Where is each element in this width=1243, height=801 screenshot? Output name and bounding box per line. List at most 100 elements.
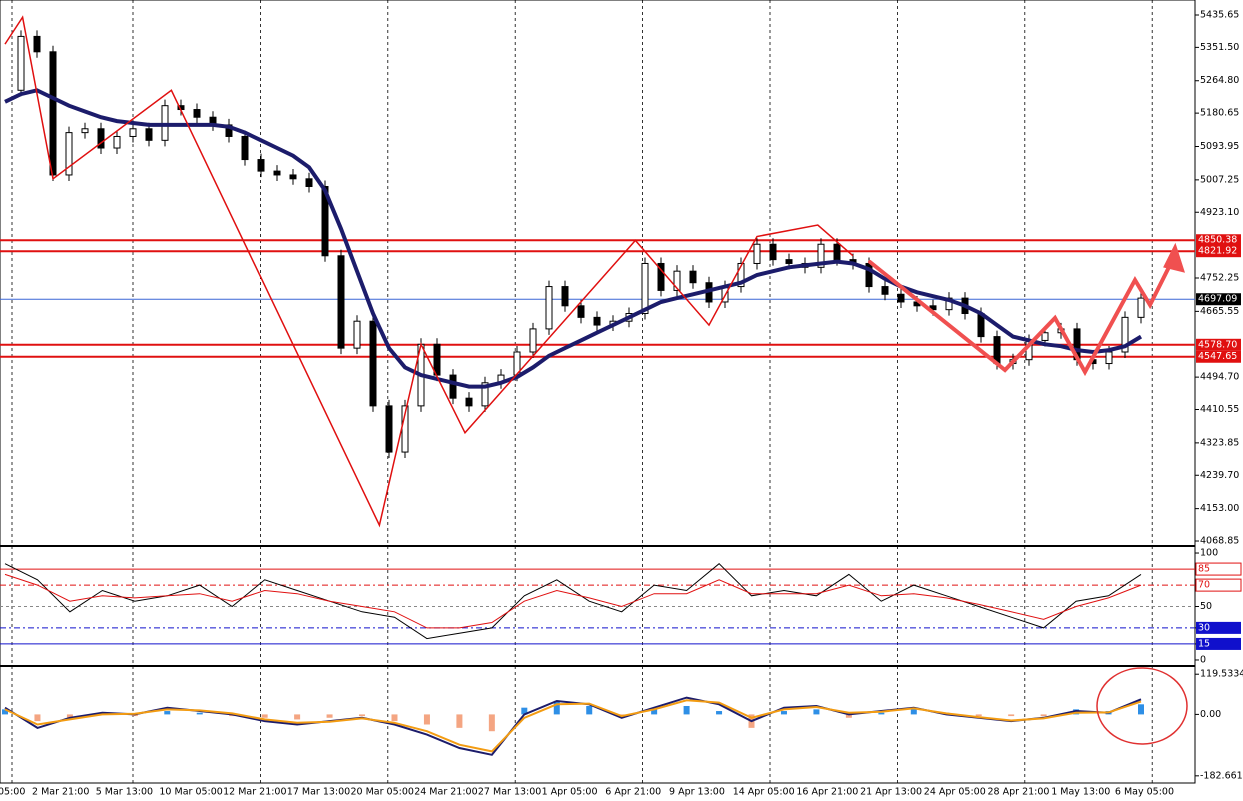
- level-label-box: [1196, 350, 1241, 363]
- x-tick-label: 1 Apr 05:00: [542, 787, 598, 798]
- candle-body: [577, 305, 585, 318]
- y-tick-label: 4494.70: [1200, 372, 1239, 383]
- histogram-bar: [586, 705, 593, 715]
- series-line: [4, 88, 1143, 389]
- candle-body: [657, 262, 665, 291]
- series-line: [4, 699, 1142, 753]
- level-label-box: [1196, 637, 1241, 650]
- level-label: 4850.38: [1198, 235, 1237, 246]
- candle-body: [1041, 332, 1049, 341]
- level-label-box: [1196, 245, 1241, 258]
- level-label: 4697.09: [1198, 294, 1237, 305]
- candle-body: [529, 328, 537, 353]
- y-tick-label: 4752.25: [1200, 273, 1239, 284]
- trend-arrows: [868, 242, 1185, 377]
- candle-body: [1121, 316, 1129, 353]
- y-tick-label: 5351.50: [1200, 42, 1239, 53]
- x-tick-label: 28 Apr 21:00: [988, 787, 1050, 798]
- candle-body: [449, 374, 457, 399]
- candle-body: [49, 51, 57, 176]
- x-tick-label: 05:00: [0, 787, 25, 798]
- histogram-bar: [488, 714, 495, 732]
- x-tick-label: 14 Apr 05:00: [733, 787, 795, 798]
- histogram-bar: [164, 711, 171, 715]
- histogram-bar: [878, 712, 885, 715]
- candle-body: [1137, 297, 1145, 318]
- y-tick-label: 4068.85: [1200, 536, 1239, 547]
- histogram-bar: [975, 714, 982, 717]
- histogram-bar: [780, 711, 787, 715]
- candle-body: [433, 343, 441, 376]
- candle-body: [881, 286, 889, 295]
- candle-body: [241, 135, 249, 161]
- level-label-box: [1195, 578, 1242, 592]
- level-label: 30: [1198, 622, 1210, 633]
- level-label-box: [1196, 621, 1241, 634]
- level-label: 4547.65: [1198, 351, 1237, 362]
- series-line: [4, 563, 1142, 640]
- candle-body: [33, 35, 41, 53]
- arrow-head: [1163, 242, 1185, 273]
- arrow-path: [868, 253, 1177, 377]
- y-tick-label: 4239.70: [1200, 470, 1239, 481]
- histogram-bar: [261, 714, 268, 718]
- y-tick-label: 50: [1200, 601, 1212, 612]
- candle-body: [593, 316, 601, 326]
- candle-body: [753, 243, 761, 264]
- candle-body: [353, 320, 361, 349]
- y-tick-label: 4323.85: [1200, 437, 1239, 448]
- candle-body: [113, 135, 121, 149]
- histogram-bar: [553, 700, 560, 715]
- histogram-bar: [326, 714, 333, 718]
- candle-body: [257, 159, 265, 172]
- x-tick-label: 6 May 05:00: [1115, 787, 1174, 798]
- histogram-bar: [813, 709, 820, 715]
- candle-body: [305, 178, 313, 188]
- candle-body: [385, 405, 393, 453]
- level-label-box: [1196, 234, 1241, 247]
- y-tick-label: 0: [1200, 654, 1206, 665]
- x-tick-label: 5 Mar 13:00: [96, 787, 153, 798]
- y-tick-label: 5007.25: [1200, 174, 1239, 185]
- x-tick-label: 1 May 13:00: [1051, 787, 1110, 798]
- candle-body: [193, 109, 201, 118]
- level-label: 85: [1198, 564, 1210, 575]
- x-tick-label: 12 Mar 21:00: [223, 787, 286, 798]
- histogram-bar: [845, 714, 852, 718]
- histogram-bar: [1040, 714, 1047, 717]
- y-tick-label: 4153.00: [1200, 503, 1239, 514]
- candle-body: [65, 132, 73, 176]
- candle-body: [273, 170, 281, 176]
- level-label: 4578.70: [1198, 339, 1237, 350]
- candle-body: [81, 128, 89, 134]
- candle-body: [785, 259, 793, 264]
- x-tick-label: 2 Mar 21:00: [32, 787, 89, 798]
- candle-body: [369, 320, 377, 407]
- x-tick-label: 17 Mar 13:00: [287, 787, 350, 798]
- candle-body: [481, 382, 489, 407]
- y-tick-label: 4923.10: [1200, 207, 1239, 218]
- histogram-bar: [910, 709, 917, 715]
- y-tick-label: 4665.55: [1200, 306, 1239, 317]
- y-tick-label: 5264.80: [1200, 75, 1239, 86]
- y-tick-label: 4410.55: [1200, 404, 1239, 415]
- candle-body: [129, 128, 137, 137]
- histogram-bar: [683, 705, 690, 715]
- candle-body: [465, 397, 473, 407]
- candle-body: [545, 286, 553, 330]
- histogram-bar: [521, 707, 528, 715]
- histogram-bar: [1008, 714, 1015, 717]
- level-label: 70: [1198, 580, 1210, 591]
- histogram-bar: [716, 711, 723, 715]
- y-tick-label: 5180.65: [1200, 108, 1239, 119]
- candle-body: [641, 262, 649, 315]
- level-label-box: [1196, 293, 1241, 306]
- y-tick-label: 100: [1200, 548, 1218, 559]
- x-tick-label: 21 Apr 13:00: [860, 787, 922, 798]
- candle-body: [289, 174, 297, 180]
- series-line: [4, 573, 1142, 629]
- candle-body: [97, 128, 105, 149]
- histogram-bar: [456, 714, 463, 728]
- x-tick-label: 6 Apr 21:00: [605, 787, 661, 798]
- histogram-bar: [294, 714, 301, 720]
